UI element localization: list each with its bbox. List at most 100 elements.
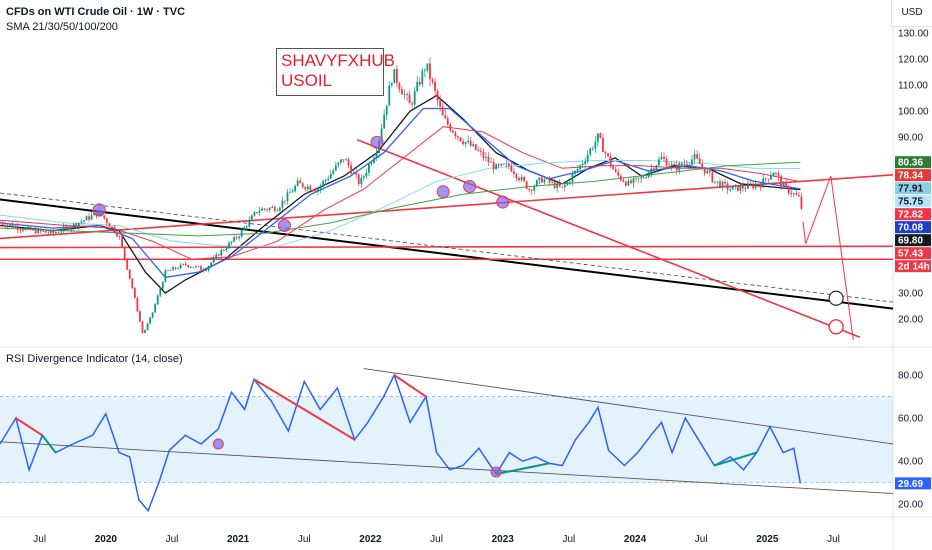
candle <box>337 162 340 168</box>
rsi-indicator-label[interactable]: RSI Divergence Indicator (14, close) <box>6 353 183 365</box>
candle-body <box>744 188 747 190</box>
rsi-badge: 29.69 <box>895 477 931 490</box>
candle <box>637 177 640 183</box>
candle-body <box>510 166 513 172</box>
candle <box>70 226 73 233</box>
candle <box>747 178 749 189</box>
price-badge-label: 69.80 <box>898 236 923 247</box>
price-tick-label: 110.00 <box>898 81 928 92</box>
candle <box>548 175 551 187</box>
rsi-trendline-1 <box>363 368 894 445</box>
candle <box>792 192 795 198</box>
candle-body <box>734 185 737 187</box>
candle-body <box>276 210 279 212</box>
candle-body <box>515 174 518 179</box>
candle <box>37 227 40 235</box>
trendline-touch-marker <box>496 195 510 209</box>
candle <box>449 122 452 133</box>
sma-indicator-label[interactable]: SMA 21/30/50/100/200 <box>6 21 118 33</box>
candle <box>319 183 322 194</box>
candle-body <box>423 70 426 72</box>
candle-body <box>169 270 172 271</box>
candle <box>571 170 574 186</box>
candle-body <box>721 181 724 188</box>
candle <box>423 67 426 78</box>
symbol-title[interactable]: CFDs on WTI Crude Oil · 1W · TVC <box>6 6 186 18</box>
candle-body <box>505 163 508 165</box>
candle <box>258 206 261 217</box>
candle-body <box>70 227 73 230</box>
candle <box>189 265 192 269</box>
candle <box>215 252 218 259</box>
candle-body <box>624 181 627 186</box>
candle <box>67 225 70 232</box>
candle <box>222 248 225 252</box>
candle-body <box>342 159 345 161</box>
candle <box>238 235 241 241</box>
author-watermark: SHAVYFXHUB USOIL <box>276 48 395 96</box>
candle <box>266 208 269 213</box>
candle-body <box>576 169 579 171</box>
candle-body <box>665 158 668 166</box>
candle-body <box>454 132 457 137</box>
candle-body <box>225 248 228 251</box>
candle <box>29 225 32 231</box>
candle <box>154 302 157 314</box>
candle <box>144 329 146 334</box>
candle-body <box>0 222 1 224</box>
candle-body <box>195 266 197 268</box>
candle <box>421 67 424 88</box>
candle-body <box>586 154 589 162</box>
candle <box>551 178 553 186</box>
candle <box>418 77 421 87</box>
candle <box>769 171 772 181</box>
candle-body <box>645 177 648 178</box>
candle-body <box>164 270 167 282</box>
price-badge-label: 78.34 <box>898 171 923 182</box>
candle <box>322 179 325 190</box>
candle-body <box>144 329 146 333</box>
candle-body <box>795 193 798 196</box>
candle <box>541 175 543 183</box>
candle <box>457 135 459 142</box>
candle-body <box>174 267 177 269</box>
candle-body <box>111 226 113 228</box>
candle-body <box>413 91 416 105</box>
candle <box>487 152 490 166</box>
candle <box>775 171 777 178</box>
candle-body <box>691 159 693 165</box>
candle-body <box>553 181 556 189</box>
currency-label[interactable]: USD <box>891 0 932 27</box>
candle-body <box>256 212 258 213</box>
time-tick-label: Jul <box>827 534 840 545</box>
candle <box>660 151 663 160</box>
candle <box>505 159 508 169</box>
candle-body <box>757 184 760 186</box>
candle <box>4 221 6 229</box>
candle-body <box>253 212 256 216</box>
candle <box>451 129 454 134</box>
candle <box>441 102 444 116</box>
candle <box>683 159 686 169</box>
candle-body <box>429 63 431 80</box>
time-tick-label: 2020 <box>95 534 118 545</box>
rsi-badge-bg <box>895 477 931 490</box>
candle-body <box>222 250 225 251</box>
candle-body <box>482 151 485 158</box>
candle-body <box>250 215 253 220</box>
candle <box>281 196 284 212</box>
candle <box>652 166 655 173</box>
candle <box>340 159 342 165</box>
candle-body <box>459 137 462 142</box>
candle <box>179 262 182 270</box>
candle <box>632 175 635 188</box>
candle-body <box>29 226 32 230</box>
candle <box>581 160 584 169</box>
candle-body <box>121 236 124 247</box>
candle-body <box>156 295 159 305</box>
candle-body <box>693 154 696 160</box>
candle-body <box>711 172 714 183</box>
candle-body <box>632 178 635 184</box>
